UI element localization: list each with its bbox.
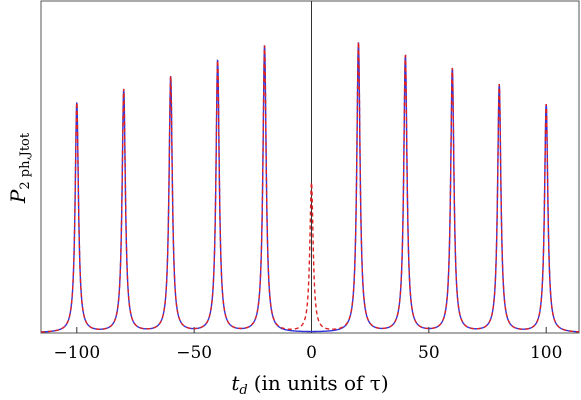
x-tick-label: 50 [418,343,440,363]
x-axis-label-sub: d [239,383,247,398]
x-tick-label: 100 [530,343,562,363]
x-axis-label-var: t [231,371,240,395]
series-line-2 [40,42,580,333]
y-axis-label: P2 ph,Jtot [6,132,33,204]
x-tick-labels: −100 −50 0 50 100 [53,343,562,363]
x-axis-label-rest: (in units of τ) [254,371,389,395]
x-axis-label: td (in units of τ) [231,371,388,398]
y-axis-label-sub: 2 ph,Jtot [18,132,33,189]
x-tick-label: 0 [306,343,317,363]
plot-frame [40,0,580,334]
x-tick-label: −100 [53,343,100,363]
y-axis-label-var: P [6,189,30,204]
series-group [40,42,580,333]
x-tick-label: −50 [176,343,212,363]
